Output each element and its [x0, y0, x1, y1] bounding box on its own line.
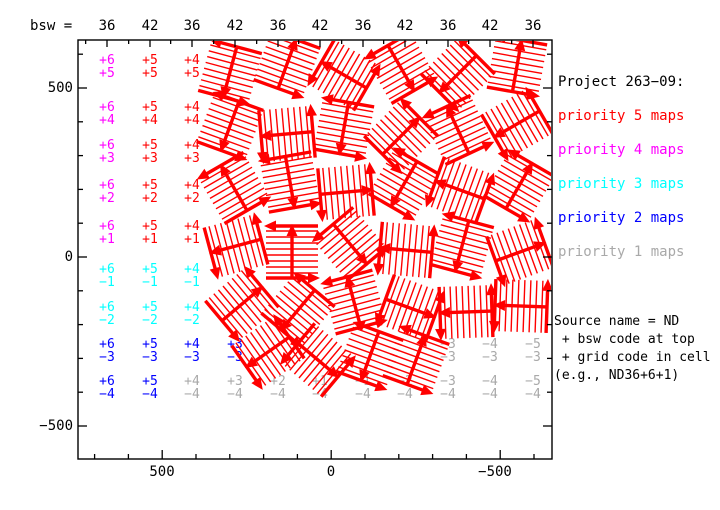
- bsw-value: 36: [524, 18, 542, 34]
- grid-cell: +5 +4: [142, 100, 158, 128]
- map-glyph: [357, 92, 445, 180]
- bsw-value: 42: [481, 18, 499, 34]
- grid-cell: +6 +5: [99, 53, 115, 81]
- grid-cell: +5 −3: [142, 337, 158, 365]
- map-glyph: [192, 145, 276, 231]
- map-glyph: [359, 41, 443, 111]
- grid-cell: +6 +3: [99, 138, 115, 166]
- map-glyph: [254, 266, 342, 354]
- map-glyph: [479, 213, 551, 291]
- source-note-line: + grid code in cell: [554, 350, 711, 365]
- bsw-value: 36: [269, 18, 287, 34]
- map-glyph: [419, 151, 501, 229]
- grid-cell: +5 +1: [142, 219, 158, 247]
- map-glyph: [248, 41, 326, 105]
- bsw-value: 42: [141, 18, 159, 34]
- map-glyph: [191, 85, 269, 167]
- grid-cell: +5 −1: [142, 262, 158, 290]
- bsw-value: 42: [226, 18, 244, 34]
- grid-cell: +2 −4: [270, 374, 286, 402]
- map-glyph: [474, 82, 551, 166]
- map-glyph: [362, 141, 446, 227]
- x-tick-label: 500: [149, 464, 175, 480]
- grid-cell: +6 +4: [99, 100, 115, 128]
- grid-cell: +5 +3: [142, 138, 158, 166]
- bsw-value: 36: [98, 18, 116, 34]
- grid-cell: −5 −4: [525, 374, 541, 402]
- legend-item: priority 3 maps: [558, 176, 685, 192]
- bsw-value: 36: [183, 18, 201, 34]
- map-glyph: [477, 143, 551, 229]
- grid-cell: +5 +2: [142, 178, 158, 206]
- x-tick-label: −500: [478, 464, 512, 480]
- map-glyph: [425, 206, 499, 286]
- grid-cell: +4 +5: [184, 53, 200, 81]
- grid-cell: −5 −3: [525, 337, 541, 365]
- grid-cell: −1 −4: [355, 374, 371, 402]
- grid-cell: +3 −3: [227, 337, 243, 365]
- bsw-value: 42: [396, 18, 414, 34]
- map-glyph: [482, 41, 551, 104]
- grid-cell: +6 +1: [99, 219, 115, 247]
- grid-cell: +6 −4: [99, 374, 115, 402]
- grid-cell: +4 +1: [184, 219, 200, 247]
- map-glyph: [309, 90, 379, 166]
- grid-cell: −2 −4: [397, 374, 413, 402]
- map-glyph: [251, 101, 323, 167]
- grid-cell: +6 −2: [99, 300, 115, 328]
- grid-cell: +3 −4: [227, 374, 243, 402]
- legend-item: priority 4 maps: [558, 142, 685, 158]
- map-glyph: [417, 87, 499, 173]
- source-note-line: + bsw code at top: [554, 332, 695, 347]
- legend-item: priority 1 maps: [558, 244, 685, 260]
- map-glyph: [306, 200, 394, 288]
- map-glyph: [262, 218, 322, 286]
- grid-cell: +4 −2: [184, 300, 200, 328]
- grid-cell: −4 −3: [482, 337, 498, 365]
- y-tick-label: 0: [64, 249, 73, 265]
- grid-cell: +4 +4: [184, 100, 200, 128]
- grid-cell: +4 −1: [184, 262, 200, 290]
- grid-cell: +4 +3: [184, 138, 200, 166]
- grid-cell: +6 −3: [99, 337, 115, 365]
- grid-cell: −3 −3: [440, 337, 456, 365]
- grid-cell: +4 −3: [184, 337, 200, 365]
- grid-cell: −4 −4: [482, 374, 498, 402]
- map-glyph: [301, 41, 387, 117]
- legend-item: priority 2 maps: [558, 210, 685, 226]
- bsw-value: 36: [439, 18, 457, 34]
- map-glyph: [317, 262, 391, 342]
- map-glyph: [370, 217, 442, 283]
- bsw-axis-label: bsw =: [30, 18, 73, 34]
- x-tick-label: 0: [326, 464, 336, 480]
- grid-cell: +4 +2: [184, 178, 200, 206]
- map-glyph: [414, 41, 502, 118]
- grid-cell: +4 −4: [184, 374, 200, 402]
- map-glyph: [486, 275, 551, 337]
- y-tick-label: −500: [39, 418, 73, 434]
- bsw-value: 36: [354, 18, 372, 34]
- map-glyph: [255, 144, 325, 220]
- bsw-value: 42: [311, 18, 329, 34]
- map-glyph-layer: [191, 41, 551, 404]
- grid-cell: +6 −1: [99, 262, 115, 290]
- grid-cell: −3 −4: [440, 374, 456, 402]
- source-note-line: (e.g., ND36+6+1): [554, 368, 680, 383]
- grid-cell: +1 −4: [312, 374, 328, 402]
- legend-project-title: Project 263−09:: [558, 74, 685, 90]
- grid-cell: +5 +5: [142, 53, 158, 81]
- grid-cell: +6 +2: [99, 178, 115, 206]
- legend-item: priority 5 maps: [558, 108, 685, 124]
- y-tick-label: 500: [47, 80, 73, 96]
- grid-cell: +5 −2: [142, 300, 158, 328]
- source-note-line: Source name = ND: [554, 314, 680, 329]
- map-glyph: [198, 260, 286, 348]
- map-glyph: [431, 281, 501, 343]
- map-glyph: [310, 159, 382, 225]
- map-glyph: [196, 209, 276, 283]
- grid-cell: +5 −4: [142, 374, 158, 402]
- map-glyph: [193, 41, 267, 112]
- map-glyph: [369, 269, 451, 347]
